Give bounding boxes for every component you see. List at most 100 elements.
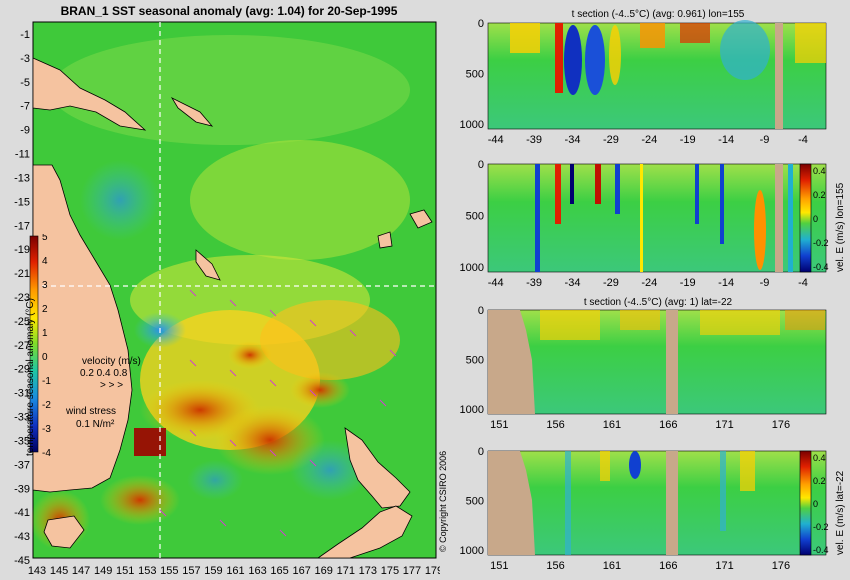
panel-x-tick-label: 176 — [772, 560, 790, 572]
map-x-tick-label: 163 — [248, 565, 266, 577]
land-masses — [32, 57, 433, 559]
wind-stress-title: wind stress — [66, 406, 117, 417]
panel-colorbar-tick-label: 0 — [813, 214, 818, 224]
map-x-tick-label: 161 — [226, 565, 244, 577]
panel-x-tick-label: -19 — [680, 134, 696, 146]
map-x-tick-label: 179 — [425, 565, 440, 577]
panel-y-tick-label: 0 — [478, 305, 484, 317]
panel-x-tick-label: -24 — [641, 134, 657, 146]
panel-x-tick-label: -9 — [760, 134, 770, 146]
map-y-tick-label: -5 — [20, 77, 30, 89]
panel-y-tick-label: 1000 — [460, 119, 484, 131]
map-colorbar-label: temperature seasonal anomaly (°C) — [25, 298, 36, 456]
map-x-tick-label: 157 — [182, 565, 200, 577]
map-y-tick-label: -21 — [14, 268, 30, 280]
map-y-tick-label: -37 — [14, 459, 30, 471]
panel-1-tsection-lon155 — [487, 20, 827, 130]
map-colorbar: 5 4 3 2 1 0 -1 -2 -3 -4 — [29, 234, 51, 456]
panel-x-tick-label: 166 — [659, 419, 677, 431]
map-y-tick-label: -19 — [14, 244, 30, 256]
panel-x-tick-label: -4 — [798, 277, 808, 289]
map-x-tick-label: 171 — [337, 565, 355, 577]
panel-x-tick-label: -29 — [603, 134, 619, 146]
panel-4-velocity-lat22 — [487, 450, 827, 556]
map-colorbar-tick-label: 4 — [42, 256, 48, 267]
map-x-tick-label: 177 — [403, 565, 421, 577]
panel-y-tick-label: 500 — [466, 68, 484, 80]
panel-x-tick-label: 171 — [715, 419, 733, 431]
panel-x-tick-label: -24 — [641, 277, 657, 289]
panel-colorbar-tick-label: -0.2 — [813, 238, 829, 248]
panel-colorbar-tick-label: -0.4 — [813, 262, 829, 272]
panel-x-tick-label: -19 — [680, 277, 696, 289]
map-colorbar-tick-label: 3 — [42, 280, 48, 291]
panel-2-colorbar — [799, 163, 812, 273]
map-y-tick-label: -33 — [14, 412, 30, 424]
map-colorbar-tick-label: 2 — [42, 304, 48, 315]
panel-x-tick-label: 156 — [546, 560, 564, 572]
panel-x-tick-label: 151 — [490, 560, 508, 572]
map-y-tick-label: -35 — [14, 435, 30, 447]
map-colorbar-tick-label: 5 — [42, 234, 48, 243]
panel-x-tick-label: -44 — [488, 277, 504, 289]
panel-x-tick-label: 156 — [546, 419, 564, 431]
map-colorbar-tick-label: 1 — [42, 328, 48, 339]
panel-x-tick-label: 166 — [659, 560, 677, 572]
map-x-tick-label: 151 — [116, 565, 134, 577]
panel-x-tick-label: -4 — [798, 134, 808, 146]
panel-colorbar-tick-label: 0.2 — [813, 190, 826, 200]
panel-x-tick-label: -29 — [603, 277, 619, 289]
map-x-tick-label: 143 — [28, 565, 46, 577]
panel-colorbar-tick-label: -0.4 — [813, 545, 829, 555]
panel-y-tick-label: 0 — [478, 159, 484, 171]
panel-x-tick-label: 161 — [603, 419, 621, 431]
map-x-tick-label: 145 — [50, 565, 68, 577]
map-y-tick-label: -23 — [14, 292, 30, 304]
panel-colorbar-tick-label: 0.4 — [813, 453, 826, 463]
map-x-tick-label: 175 — [381, 565, 399, 577]
map-y-tick-label: -3 — [20, 53, 30, 65]
panel-ticks: -44 -39 -34 -29 -24 -19 -14 -9 -4 0 500 1000 -44 -39 -… — [460, 18, 829, 572]
panel-y-tick-label: 500 — [466, 496, 484, 508]
panel-x-tick-label: 176 — [772, 419, 790, 431]
panel-x-tick-label: 171 — [715, 560, 733, 572]
panel-y-tick-label: 1000 — [460, 262, 484, 274]
panel-1-title: t section (-4..5°C) (avg: 0.961) lon=155 — [571, 9, 745, 20]
map-colorbar-tick-label: 0 — [42, 352, 48, 363]
wind-stress-value: 0.1 N/m² — [76, 419, 115, 430]
panel-x-tick-label: -34 — [565, 277, 581, 289]
map-y-tick-label: -43 — [14, 531, 30, 543]
panel-x-tick-label: 161 — [603, 560, 621, 572]
map-y-tick-label: -17 — [14, 220, 30, 232]
map-y-tick-label: -11 — [15, 149, 30, 161]
panel-4-colorbar — [799, 450, 812, 556]
panel-x-tick-label: -39 — [526, 134, 542, 146]
sst-anomaly-map: -1-3-5-7-9-11-13-15-17-19-21-23-25-27-29… — [14, 21, 440, 577]
panel-y-tick-label: 500 — [466, 210, 484, 222]
velocity-legend-scale: 0.2 0.4 0.8 — [80, 368, 128, 379]
map-y-tick-label: -41 — [14, 507, 30, 519]
panel-x-tick-label: -34 — [565, 134, 581, 146]
map-title: BRAN_1 SST seasonal anomaly (avg: 1.04) … — [60, 4, 398, 18]
wind-stress-legend: wind stress 0.1 N/m² — [66, 405, 116, 431]
map-y-tick-label: -7 — [20, 101, 30, 113]
map-y-tick-label: -1 — [20, 29, 30, 41]
map-y-tick-label: -27 — [14, 340, 30, 352]
velocity-legend-title: velocity (m/s) — [82, 356, 141, 367]
map-x-tick-label: 159 — [204, 565, 222, 577]
section-panels: -44 -39 -34 -29 -24 -19 -14 -9 -4 0 500 1000 -44 -39 -… — [460, 18, 829, 572]
panel-colorbar-tick-label: 0.4 — [813, 166, 826, 176]
map-colorbar-tick-label: -2 — [42, 400, 51, 411]
map-y-tick-label: -15 — [14, 196, 30, 208]
map-x-tick-label: 149 — [94, 565, 112, 577]
panel-4-colorbar-label: vel. E (m/s) lat=-22 — [835, 470, 846, 555]
panel-colorbar-tick-label: 0.2 — [813, 476, 826, 486]
map-y-tick-label: -31 — [14, 388, 30, 400]
panel-y-tick-label: 1000 — [460, 545, 484, 557]
panel-2-colorbar-label: vel. E (m/s) lon=155 — [835, 182, 846, 272]
map-y-tick-label: -13 — [14, 172, 30, 184]
map-x-tick-label: 155 — [160, 565, 178, 577]
panel-y-tick-label: 0 — [478, 446, 484, 458]
panel-x-tick-label: -14 — [718, 134, 734, 146]
panel-y-tick-label: 1000 — [460, 404, 484, 416]
